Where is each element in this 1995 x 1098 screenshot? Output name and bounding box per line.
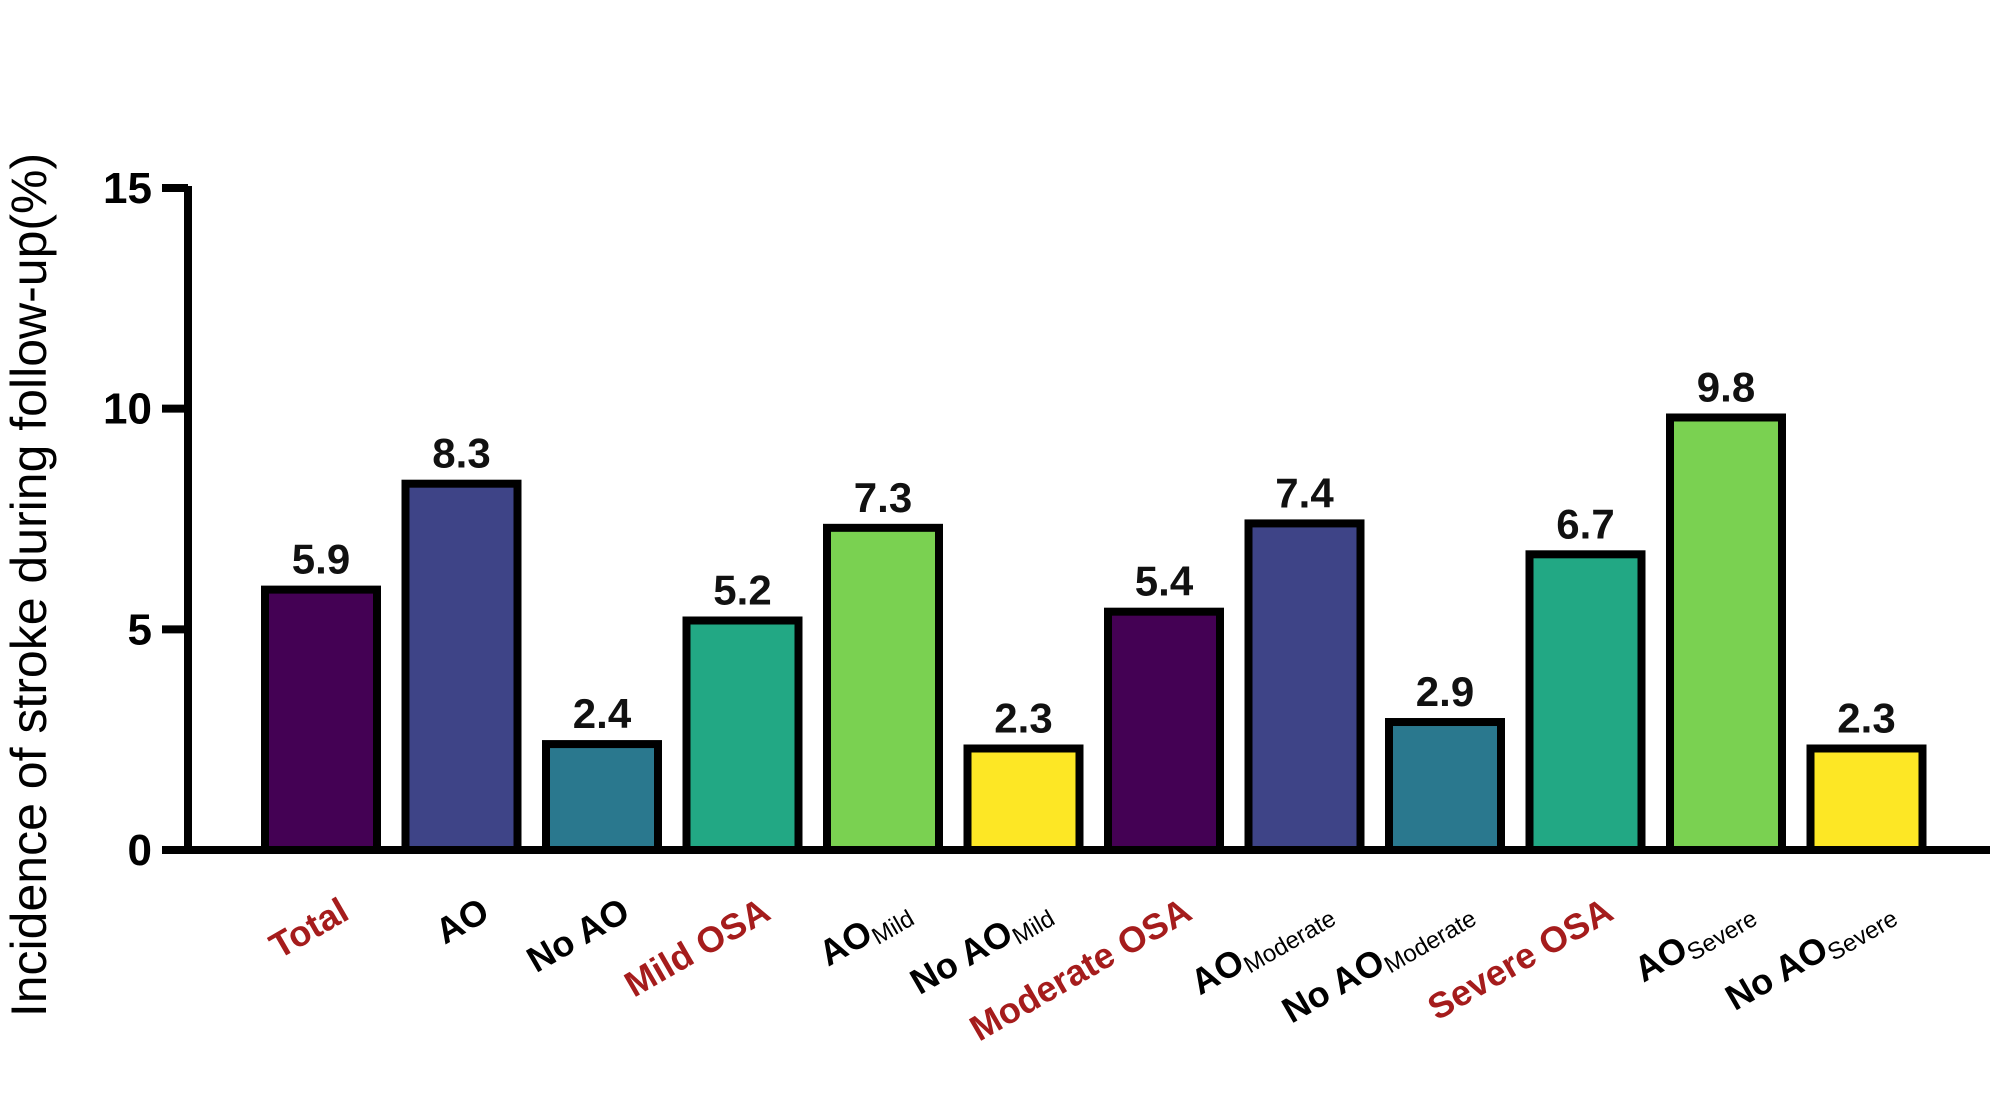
category-label-5: AOMild <box>812 889 919 977</box>
value-labels-group: 5.9 8.3 2.4 5.2 7.3 2.3 5.4 7.4 2.9 6.7 9.8 2.3 <box>292 363 1896 741</box>
category-label-main: Total <box>262 889 355 966</box>
data-label-1: 5.9 <box>292 536 350 583</box>
category-label-subscript: Severe <box>1823 905 1902 966</box>
category-label-10: Severe OSA <box>1420 889 1619 1028</box>
data-label-5: 7.3 <box>854 474 912 521</box>
bars-group <box>261 413 1927 855</box>
bar-10 <box>1525 550 1646 854</box>
category-label-subscript: Severe <box>1683 905 1762 966</box>
category-label-3: No AO <box>520 889 636 980</box>
category-label-4: Mild OSA <box>617 889 776 1005</box>
bar-5 <box>823 523 943 854</box>
data-label-6: 2.3 <box>994 694 1052 741</box>
category-label-1: Total <box>262 889 355 966</box>
bar-3 <box>542 740 662 855</box>
bar-8 <box>1244 519 1365 854</box>
bar-1 <box>261 585 381 854</box>
bar-12 <box>1806 744 1927 855</box>
category-label-main: No AO <box>520 889 636 980</box>
bar-6 <box>963 744 1084 855</box>
bar-11 <box>1666 413 1786 854</box>
category-label-main: AO <box>428 889 495 952</box>
data-label-8: 7.4 <box>1275 469 1334 516</box>
y-tick-label-0: 0 <box>128 826 152 875</box>
y-axis: 0 5 10 15 <box>103 164 192 875</box>
data-label-4: 5.2 <box>713 567 771 614</box>
category-label-main: AO <box>812 911 879 974</box>
category-label-main: Mild OSA <box>617 889 776 1005</box>
category-label-2: AO <box>428 889 495 952</box>
y-axis-title: Incidence of stroke during follow-up(%) <box>1 153 57 1017</box>
category-label-main: Severe OSA <box>1420 889 1619 1028</box>
category-label-main: AO <box>1627 927 1694 990</box>
data-label-11: 9.8 <box>1697 363 1755 410</box>
category-label-main: AO <box>1183 940 1250 1003</box>
y-tick-label-10: 10 <box>103 385 152 434</box>
data-label-12: 2.3 <box>1837 694 1895 741</box>
data-label-2: 8.3 <box>432 430 490 477</box>
bar-7 <box>1104 607 1224 854</box>
bar-4 <box>682 616 803 854</box>
data-label-3: 2.4 <box>573 690 632 737</box>
y-tick-label-15: 15 <box>103 164 152 213</box>
y-tick-label-5: 5 <box>128 605 152 654</box>
bar-2 <box>401 479 522 854</box>
data-label-7: 5.4 <box>1135 558 1194 605</box>
data-label-10: 6.7 <box>1556 500 1614 547</box>
bar-9 <box>1385 718 1505 854</box>
category-label-main: No AO <box>903 911 1019 1002</box>
data-label-9: 2.9 <box>1416 668 1474 715</box>
